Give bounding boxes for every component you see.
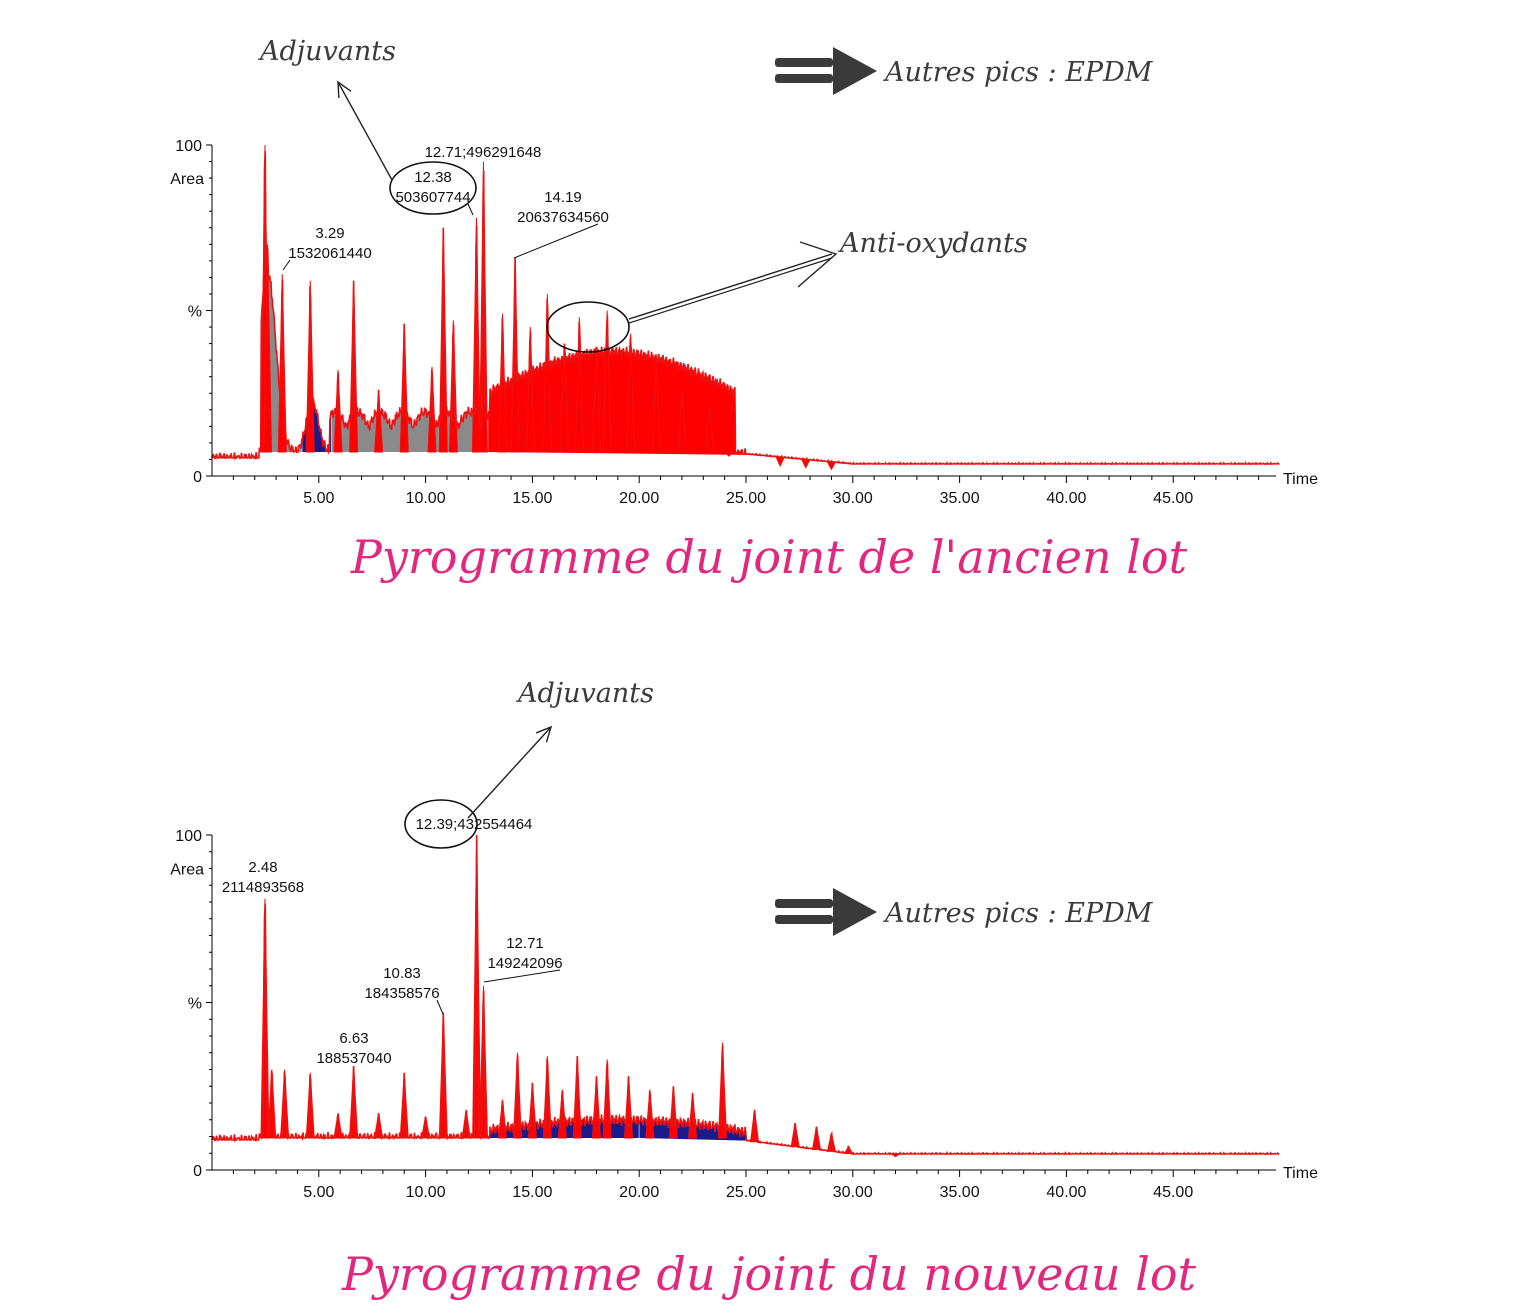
peak-label-area: 184358576 xyxy=(364,985,439,1002)
trace-line xyxy=(211,834,1280,1156)
x-tick-label: 40.00 xyxy=(1046,490,1086,507)
peak-leader-line xyxy=(513,223,599,259)
pyrogram-old-batch: 100% 0 Area 5.00 10.00 15.00 20.00 25.00 30.00 35… xyxy=(170,36,1318,584)
peak-label-time: 12.71 xyxy=(506,935,544,952)
trace-line xyxy=(211,151,1280,466)
peak-leader-line xyxy=(483,969,561,983)
chart-new-batch: 100% 0 Area 5.00 10.00 15.00 20.00 25.00 30.00 35… xyxy=(170,678,1318,1201)
annotation-arrow-icon xyxy=(337,81,393,181)
double-arrow-icon xyxy=(775,899,833,908)
y-tick-label: 100 xyxy=(175,138,202,155)
y-axis-label: Area xyxy=(170,171,204,188)
x-tick-label: 35.00 xyxy=(940,490,980,507)
y-axis-label: Area xyxy=(170,862,204,879)
y-tick-label: 0 xyxy=(193,1163,202,1180)
peak-mark xyxy=(626,333,636,453)
peak-label-area: 1532061440 xyxy=(288,245,371,262)
annotation-epdm: Autres pics : EPDM xyxy=(882,898,1154,929)
arrow-head-icon xyxy=(535,725,553,743)
peak-mark xyxy=(263,244,273,453)
peak-mark xyxy=(602,310,612,453)
peak-label-time: 2.48 xyxy=(248,859,277,876)
peak-mark xyxy=(542,293,552,453)
x-axis-label: Time xyxy=(1283,471,1318,488)
peak-mark xyxy=(574,317,584,453)
peak-leader-line xyxy=(467,203,474,216)
x-tick-label: 40.00 xyxy=(1046,1184,1086,1201)
peak-label-time: 6.63 xyxy=(339,1030,368,1047)
annotation-circle-icon xyxy=(404,799,478,849)
peak-mark xyxy=(723,451,735,457)
peak-label-area: 503607744 xyxy=(395,189,470,206)
y-tick-label: % xyxy=(188,996,202,1013)
x-tick-label: 35.00 xyxy=(940,1184,980,1201)
arrow-head-icon xyxy=(337,80,352,99)
x-tick-label: 45.00 xyxy=(1153,490,1193,507)
peak-mark xyxy=(525,327,535,453)
y-tick-label: % xyxy=(188,304,202,321)
peak-label-area: 149242096 xyxy=(487,955,562,972)
x-tick-label: 20.00 xyxy=(619,490,659,507)
annotation-circle-icon xyxy=(546,301,630,353)
peak-mark xyxy=(826,461,837,471)
annotation-arrow-icon xyxy=(467,726,552,819)
peak-label-area: 2114893568 xyxy=(222,879,304,896)
x-tick-label: 10.00 xyxy=(406,490,446,507)
annotation-adjuvants: Adjuvants xyxy=(257,36,396,67)
x-tick-label: 15.00 xyxy=(512,490,552,507)
caption-old-batch: Pyrogramme du joint de l'ancien lot xyxy=(350,530,1188,584)
annotation-arrow-icon xyxy=(628,253,833,320)
peak-label-time: 10.83 xyxy=(383,965,421,982)
pyrogram-new-batch: 100% 0 Area 5.00 10.00 15.00 20.00 25.00 30.00 35… xyxy=(0,655,1538,1310)
chart-old-batch: 100% 0 Area 5.00 10.00 15.00 20.00 25.00 30.00 35… xyxy=(170,36,1318,507)
peak-mark xyxy=(591,1076,602,1139)
peak-mark xyxy=(427,366,437,453)
double-arrow-icon xyxy=(775,74,833,83)
double-arrow-icon xyxy=(775,58,833,67)
annotation-epdm: Autres pics : EPDM xyxy=(882,57,1154,88)
peak-mark xyxy=(801,459,811,469)
x-tick-label: 20.00 xyxy=(619,1184,659,1201)
y-tick-label: 100 xyxy=(175,828,202,845)
peak-mark xyxy=(651,356,661,453)
x-tick-label: 30.00 xyxy=(833,490,873,507)
peak-mark xyxy=(559,343,569,453)
annotation-adjuvants: Adjuvants xyxy=(515,678,654,709)
x-tick-label: 45.00 xyxy=(1153,1184,1193,1201)
peak-label-time: 3.29 xyxy=(315,225,344,242)
peak-mark xyxy=(591,346,601,453)
annotation-anti-oxydants: Anti-oxydants xyxy=(837,228,1028,259)
peak-mark xyxy=(775,456,785,468)
double-arrow-icon xyxy=(833,888,877,936)
x-axis-label: Time xyxy=(1283,1165,1318,1182)
peak-label: 12.39;432554464 xyxy=(416,816,533,833)
peak-label-area: 20637634560 xyxy=(517,209,609,226)
peak-mark xyxy=(374,389,384,453)
x-tick-label: 25.00 xyxy=(726,490,766,507)
x-tick-label: 5.00 xyxy=(303,490,334,507)
peak-label-area: 188537040 xyxy=(316,1050,391,1067)
double-arrow-icon xyxy=(833,47,877,95)
peak-leader-line xyxy=(282,259,291,271)
x-tick-label: 15.00 xyxy=(512,1184,552,1201)
x-tick-label: 30.00 xyxy=(833,1184,873,1201)
gray-area-fill xyxy=(331,171,488,452)
peak-leader-line xyxy=(436,999,444,1015)
peak-mark xyxy=(677,389,687,453)
x-tick-label: 5.00 xyxy=(303,1184,334,1201)
peak-mark xyxy=(705,406,715,453)
annotation-arrow-icon xyxy=(628,257,833,324)
arrow-head-icon xyxy=(797,241,838,288)
peak-label-time: 12.38 xyxy=(414,169,452,186)
peak-mark xyxy=(510,257,520,453)
caption-new-batch: Pyrogramme du joint du nouveau lot xyxy=(341,1247,1197,1301)
peak-mark xyxy=(399,323,409,453)
peak-label: 12.71;496291648 xyxy=(425,144,542,161)
y-tick-label: 0 xyxy=(193,469,202,486)
annotation-circle-icon xyxy=(389,161,477,215)
double-arrow-icon xyxy=(775,915,833,924)
peak-label-time: 14.19 xyxy=(544,189,582,206)
x-tick-label: 10.00 xyxy=(406,1184,446,1201)
x-tick-label: 25.00 xyxy=(726,1184,766,1201)
